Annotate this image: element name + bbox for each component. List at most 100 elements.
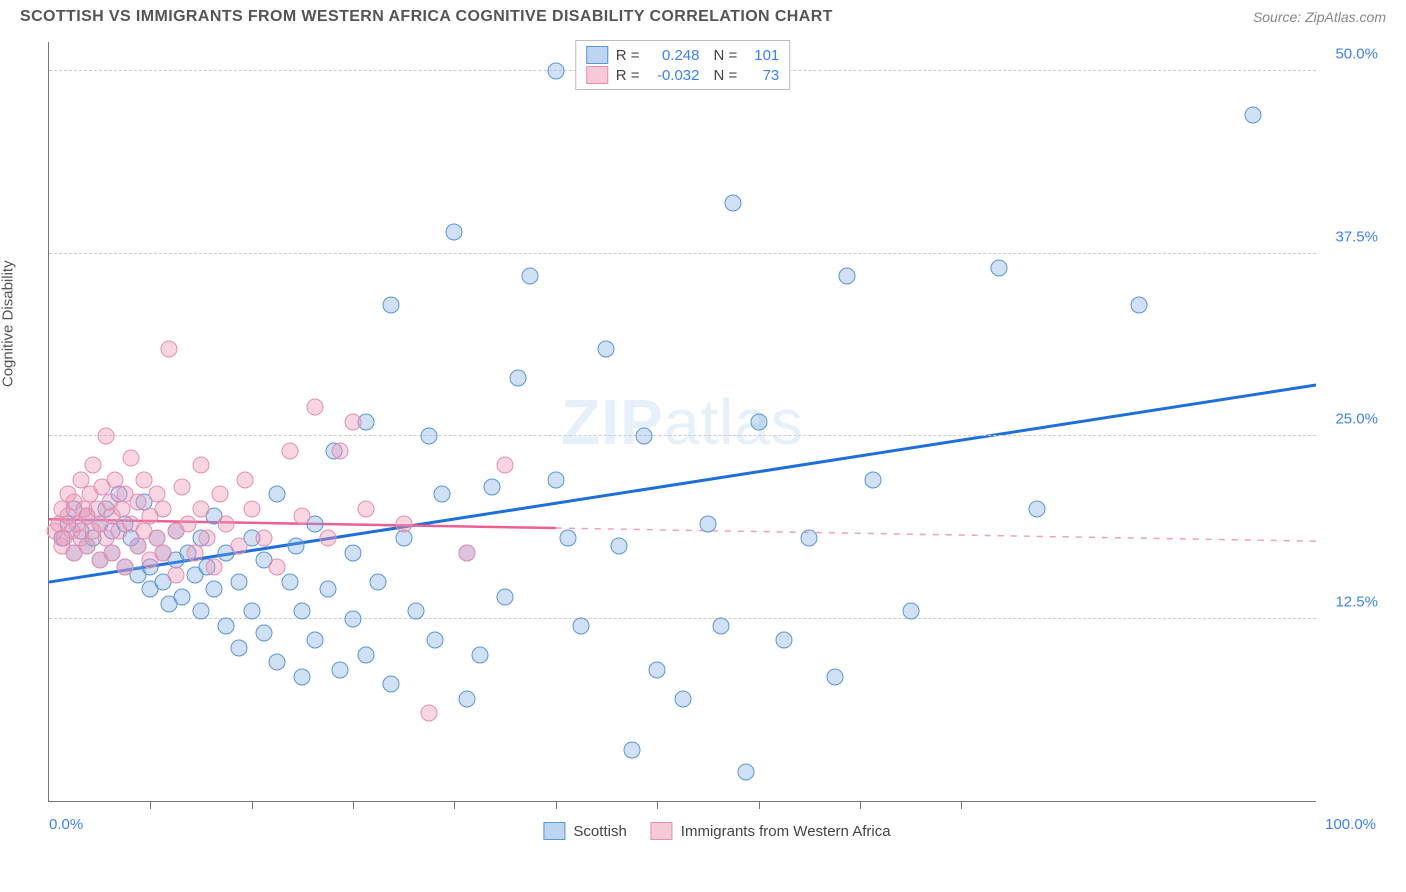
gridline — [49, 253, 1316, 254]
y-tick-label: 25.0% — [1335, 411, 1378, 428]
scatter-point — [395, 530, 412, 547]
scatter-point — [243, 501, 260, 518]
plot-area: ZIPatlas R =0.248N =101R =-0.032N =73 12… — [48, 42, 1316, 802]
x-tick — [759, 801, 760, 809]
r-value: -0.032 — [648, 67, 700, 84]
scatter-point — [509, 369, 526, 386]
scatter-point — [79, 537, 96, 554]
x-axis-min-label: 0.0% — [49, 816, 83, 833]
scatter-point — [497, 588, 514, 605]
scatter-point — [408, 603, 425, 620]
x-tick — [556, 801, 557, 809]
scatter-point — [174, 479, 191, 496]
x-axis-max-label: 100.0% — [1325, 816, 1376, 833]
scatter-point — [319, 530, 336, 547]
scatter-point — [256, 530, 273, 547]
scatter-point — [231, 639, 248, 656]
scatter-point — [649, 661, 666, 678]
scatter-point — [269, 559, 286, 576]
scatter-point — [345, 413, 362, 430]
scatter-point — [471, 647, 488, 664]
scatter-point — [256, 625, 273, 642]
scatter-point — [307, 632, 324, 649]
scatter-point — [395, 515, 412, 532]
n-label: N = — [714, 67, 738, 84]
scatter-point — [319, 581, 336, 598]
scatter-point — [123, 450, 140, 467]
scatter-point — [294, 603, 311, 620]
scatter-point — [193, 457, 210, 474]
scatter-point — [332, 661, 349, 678]
trend-lines-layer — [49, 42, 1316, 801]
scatter-point — [1244, 106, 1261, 123]
scatter-point — [1130, 296, 1147, 313]
scatter-point — [459, 544, 476, 561]
x-tick — [252, 801, 253, 809]
scatter-point — [294, 668, 311, 685]
scatter-point — [231, 574, 248, 591]
x-tick — [353, 801, 354, 809]
chart-container: Cognitive Disability ZIPatlas R =0.248N … — [48, 32, 1386, 852]
scatter-point — [801, 530, 818, 547]
legend-item: Immigrants from Western Africa — [651, 822, 891, 840]
series-swatch — [651, 822, 673, 840]
watermark: ZIPatlas — [561, 385, 804, 459]
scatter-point — [129, 493, 146, 510]
scatter-point — [218, 515, 235, 532]
x-tick — [860, 801, 861, 809]
scatter-point — [446, 223, 463, 240]
legend-label: Scottish — [573, 823, 626, 840]
scatter-point — [737, 763, 754, 780]
stats-row: R =-0.032N =73 — [586, 65, 780, 85]
x-tick — [961, 801, 962, 809]
source-attribution: Source: ZipAtlas.com — [1253, 9, 1386, 25]
correlation-stats-box: R =0.248N =101R =-0.032N =73 — [575, 40, 791, 90]
scatter-point — [104, 544, 121, 561]
scatter-point — [357, 647, 374, 664]
scatter-point — [161, 340, 178, 357]
scatter-point — [497, 457, 514, 474]
scatter-point — [117, 559, 134, 576]
scatter-point — [839, 267, 856, 284]
n-value: 73 — [745, 67, 779, 84]
y-tick-label: 50.0% — [1335, 46, 1378, 63]
scatter-point — [560, 530, 577, 547]
scatter-point — [421, 705, 438, 722]
scatter-point — [231, 537, 248, 554]
scatter-point — [180, 515, 197, 532]
legend-label: Immigrants from Western Africa — [681, 823, 891, 840]
scatter-point — [193, 501, 210, 518]
trend-line-dashed — [556, 528, 1316, 541]
scatter-point — [85, 457, 102, 474]
y-axis-label: Cognitive Disability — [0, 260, 17, 387]
gridline — [49, 618, 1316, 619]
y-tick-label: 12.5% — [1335, 593, 1378, 610]
scatter-point — [205, 559, 222, 576]
scatter-point — [775, 632, 792, 649]
series-swatch — [543, 822, 565, 840]
scatter-point — [484, 479, 501, 496]
scatter-point — [826, 668, 843, 685]
scatter-point — [281, 442, 298, 459]
scatter-point — [243, 603, 260, 620]
scatter-point — [674, 690, 691, 707]
stats-row: R =0.248N =101 — [586, 45, 780, 65]
scatter-point — [218, 617, 235, 634]
scatter-point — [193, 603, 210, 620]
scatter-point — [281, 574, 298, 591]
series-swatch — [586, 66, 608, 84]
scatter-point — [636, 428, 653, 445]
scatter-point — [370, 574, 387, 591]
scatter-point — [332, 442, 349, 459]
legend: Scottish Immigrants from Western Africa — [543, 822, 890, 840]
scatter-point — [611, 537, 628, 554]
scatter-point — [902, 603, 919, 620]
series-swatch — [586, 46, 608, 64]
scatter-point — [205, 581, 222, 598]
r-value: 0.248 — [648, 47, 700, 64]
r-label: R = — [616, 47, 640, 64]
scatter-point — [307, 398, 324, 415]
scatter-point — [750, 413, 767, 430]
n-label: N = — [714, 47, 738, 64]
scatter-point — [288, 537, 305, 554]
